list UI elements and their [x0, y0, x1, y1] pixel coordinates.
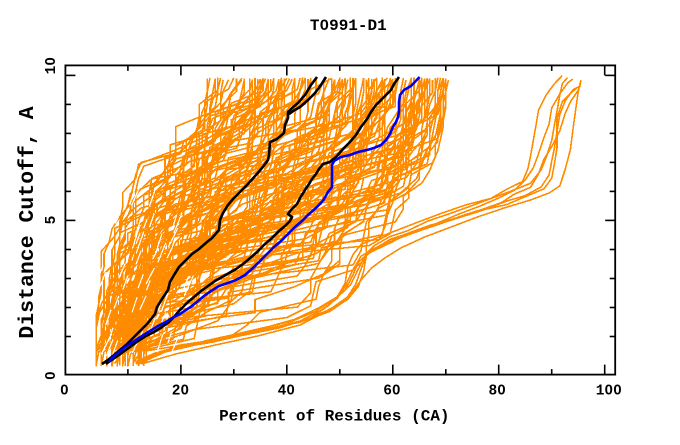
- svg-text:5: 5: [44, 216, 60, 225]
- svg-text:80: 80: [488, 384, 505, 400]
- svg-text:Percent of Residues (CA): Percent of Residues (CA): [219, 407, 449, 425]
- svg-text:Distance Cutoff, A: Distance Cutoff, A: [16, 106, 40, 338]
- svg-text:10: 10: [44, 57, 60, 74]
- svg-text:20: 20: [172, 384, 189, 400]
- svg-text:T0991-D1: T0991-D1: [310, 17, 387, 35]
- svg-text:40: 40: [278, 384, 295, 400]
- svg-text:100: 100: [596, 384, 622, 400]
- svg-text:0: 0: [60, 384, 69, 400]
- svg-text:60: 60: [383, 384, 400, 400]
